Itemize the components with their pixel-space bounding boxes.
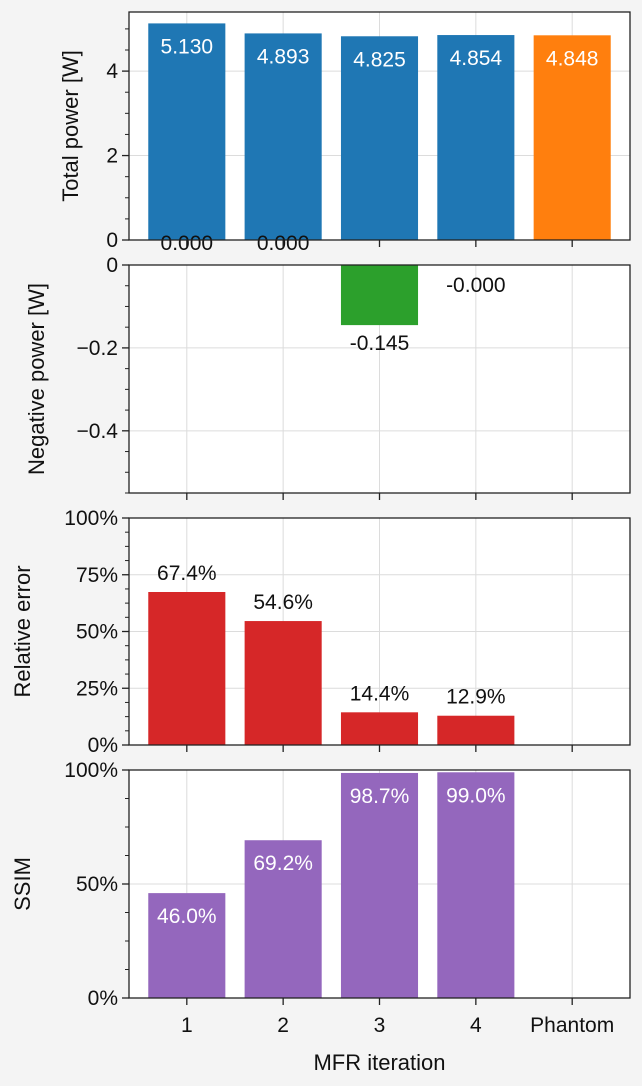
x-tick-label: 3: [374, 1014, 386, 1037]
bar-3: [340, 772, 419, 998]
x-tick-label: 4: [470, 1014, 482, 1037]
x-tick-label: 1: [181, 1014, 193, 1037]
bar-1: [148, 893, 226, 998]
bar-value-label: 4.854: [450, 47, 503, 70]
bar-value-label: 12.9%: [446, 686, 506, 709]
bar-value-label: 46.0%: [157, 905, 217, 928]
y-tick-label: 75%: [76, 564, 118, 587]
bar-1: [148, 23, 226, 241]
y-tick-label: 25%: [76, 677, 118, 700]
y-tick-label: 0: [106, 229, 118, 252]
bar-value-label: 54.6%: [253, 591, 313, 614]
bar-value-label: 5.130: [161, 35, 214, 58]
y-axis-label: Negative power [W]: [24, 283, 49, 475]
y-tick-label: 4: [106, 60, 118, 83]
bar-3: [340, 712, 419, 745]
bar-3: [340, 265, 419, 326]
bar-Phantom: [533, 35, 611, 240]
y-axis-label: Relative error: [10, 565, 35, 697]
y-tick-label: 0%: [88, 987, 118, 1010]
y-tick-label: 100%: [64, 507, 118, 530]
bar-4: [437, 772, 515, 998]
y-tick-label: 50%: [76, 621, 118, 644]
bar-value-label: 98.7%: [350, 785, 410, 808]
bar-value-label: 14.4%: [350, 682, 410, 705]
bar-value-label: 67.4%: [157, 562, 217, 585]
y-tick-label: −0.4: [77, 420, 119, 443]
y-tick-label: 0%: [88, 734, 118, 757]
bar-3: [340, 36, 419, 241]
bar-value-label: 99.0%: [446, 784, 506, 807]
panel-4: 46.0% 69.2% 98.7% 99.0% 0% 50% 100% SSIM 1 2 3 4 Pha…: [10, 759, 631, 1075]
bar-1: [148, 592, 226, 745]
x-axis-label: MFR iteration: [313, 1050, 445, 1075]
bar-value-label: -0.145: [350, 332, 410, 355]
bar-value-label: 4.893: [257, 45, 310, 68]
bar-2: [244, 621, 322, 745]
bar-4: [437, 35, 515, 241]
y-tick-label: 50%: [76, 873, 118, 896]
bar-2: [244, 33, 322, 241]
bar-value-label: 4.848: [546, 47, 599, 70]
y-tick-label: 100%: [64, 759, 118, 782]
y-tick-label: 2: [106, 145, 118, 168]
bar-value-label: -0.000: [446, 274, 506, 297]
panel-3: 67.4% 54.6% 14.4% 12.9% 0% 25% 50% 75% 100% Relat…: [10, 507, 631, 757]
y-tick-label: 0: [106, 254, 118, 277]
y-axis-label: SSIM: [10, 857, 35, 911]
bar-2: [244, 840, 322, 998]
bar-4: [437, 715, 515, 745]
panel-2: -0.145 -0.000 0 −0.2 −0.4 Negative power [W]: [24, 254, 631, 500]
bar-value-label: 4.825: [353, 48, 406, 71]
y-axis-label: Total power [W]: [58, 50, 83, 202]
bar-value-label: 69.2%: [253, 852, 313, 875]
x-tick-label: Phantom: [530, 1014, 614, 1037]
x-tick-label: 2: [277, 1014, 289, 1037]
y-tick-label: −0.2: [77, 337, 118, 360]
